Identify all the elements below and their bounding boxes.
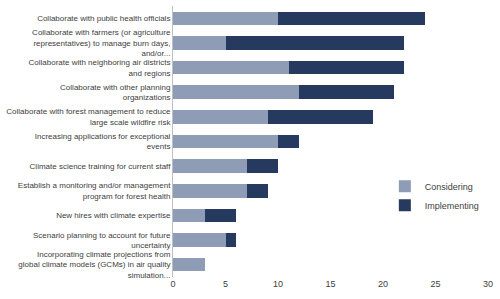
svg-text:20: 20 [378, 279, 388, 289]
svg-text:15: 15 [325, 279, 335, 289]
svg-text:0: 0 [170, 279, 175, 289]
svg-text:5: 5 [223, 279, 228, 289]
svg-text:Considering: Considering [425, 182, 473, 192]
svg-text:Collaborate with public health: Collaborate with public health officials [37, 14, 170, 23]
svg-text:25: 25 [430, 279, 440, 289]
svg-text:30: 30 [483, 279, 493, 289]
svg-text:10: 10 [273, 279, 283, 289]
svg-text:Scenario planning to account f: Scenario planning to account for futureu… [33, 231, 171, 250]
svg-text:Collaborate with other plannin: Collaborate with other planningorganizat… [60, 83, 170, 102]
svg-text:Climate science training for c: Climate science training for current sta… [30, 162, 172, 171]
svg-text:Collaborate with forest manage: Collaborate with forest management to re… [6, 107, 171, 126]
svg-text:Collaborate with neighboring a: Collaborate with neighboring air distric… [29, 58, 171, 77]
svg-text:Implementing: Implementing [425, 201, 479, 211]
svg-text:Establish a monitoring and/or: Establish a monitoring and/or management… [18, 181, 171, 200]
svg-text:Increasing applications for ex: Increasing applications for exceptionale… [35, 132, 171, 151]
svg-text:Incorporating climate projecti: Incorporating climate projections fromgl… [18, 250, 170, 280]
svg-text:New hires with climate experti: New hires with climate expertise [56, 211, 171, 220]
svg-text:Collaborate with farmers (or a: Collaborate with farmers (or agriculture… [32, 28, 171, 58]
